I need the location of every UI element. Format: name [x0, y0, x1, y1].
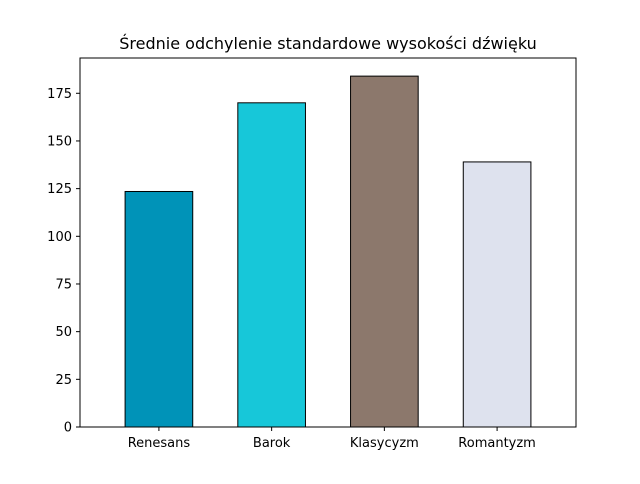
x-tick-label-romantyzm: Romantyzm	[458, 436, 536, 451]
axes-layer: 0 25 50 75 100 125 150 175 Renesans Barok Klasycyz…	[47, 57, 577, 451]
x-tick-label-barok: Barok	[253, 436, 291, 451]
y-tick-label-150: 150	[47, 134, 72, 149]
x-tick-label-renesans: Renesans	[128, 436, 191, 451]
x-tick-label-klasycyzm: Klasycyzm	[350, 436, 419, 451]
y-tick-label-25: 25	[55, 373, 72, 388]
bar-renesans	[124, 190, 194, 428]
y-tick-label-125: 125	[47, 182, 72, 197]
y-tick-label-100: 100	[47, 230, 72, 245]
bar-barok	[237, 102, 306, 428]
bar-klasycyzm	[350, 75, 419, 428]
y-tick-label-0: 0	[64, 421, 72, 436]
y-tick-label-75: 75	[55, 277, 72, 292]
bars-layer	[124, 75, 532, 428]
y-tick-label-175: 175	[47, 87, 72, 102]
plot-frame	[79, 57, 577, 428]
bar-romantyzm	[462, 161, 532, 428]
chart-title: Średnie odchylenie standardowe wysokości…	[119, 34, 537, 53]
y-tick-label-50: 50	[55, 325, 72, 340]
